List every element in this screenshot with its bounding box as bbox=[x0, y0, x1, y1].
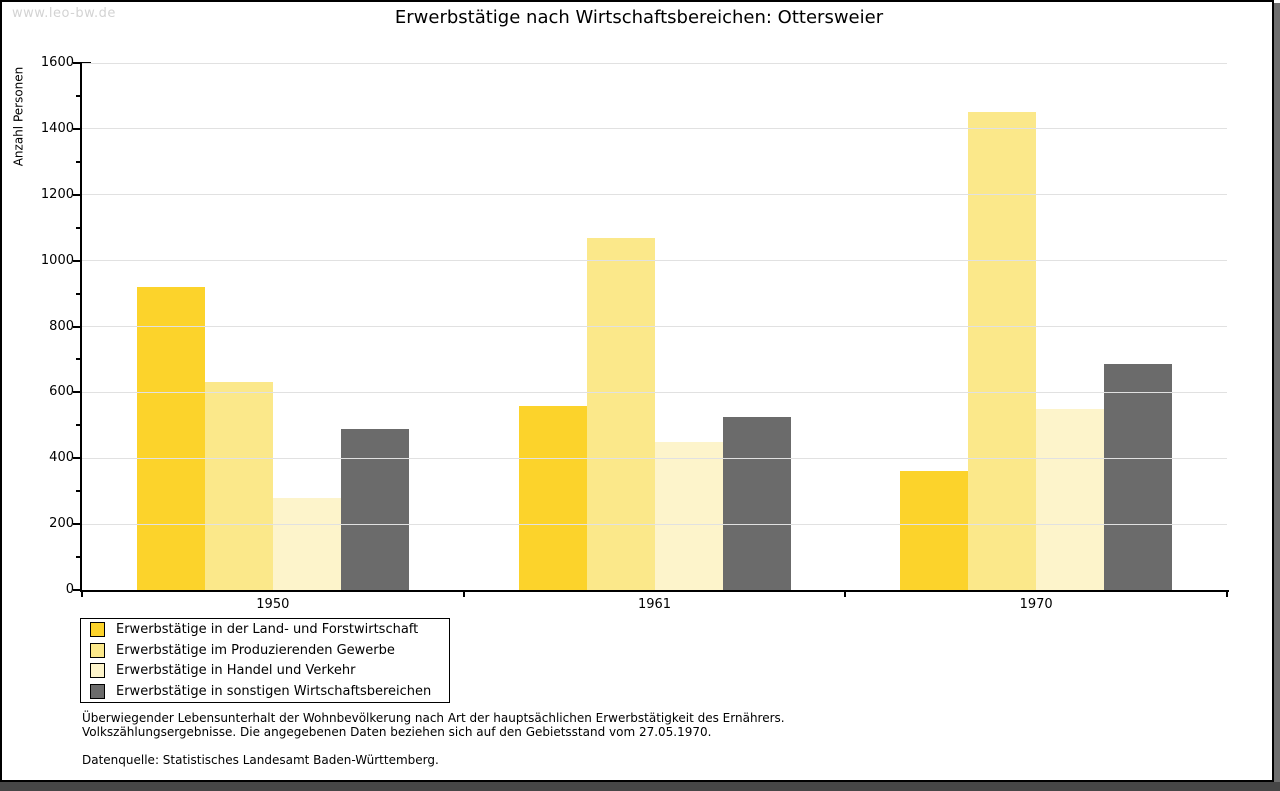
watermark: www.leo-bw.de bbox=[12, 6, 116, 21]
bar-1950-series-1 bbox=[136, 286, 205, 590]
y-major-tick bbox=[73, 391, 80, 394]
frame-shadow-right bbox=[1274, 3, 1280, 782]
y-tick-label: 1000 bbox=[40, 252, 74, 268]
bar-1961-series-2 bbox=[586, 237, 655, 590]
bar-1950-series-4 bbox=[340, 428, 409, 590]
legend-item: Erwerbstätige im Produzierenden Gewerbe bbox=[90, 641, 449, 660]
legend-swatch-sonstige-wirtschaftsbereiche bbox=[90, 683, 105, 699]
gridline bbox=[82, 62, 1227, 64]
bar-1961-series-4 bbox=[722, 417, 791, 590]
legend: Erwerbstätige in der Land- und Forstwirt… bbox=[80, 618, 450, 703]
x-category-label: 1970 bbox=[1019, 597, 1053, 612]
bar-1970-series-2 bbox=[968, 112, 1037, 590]
y-tick-label: 200 bbox=[49, 516, 74, 532]
y-minor-tick bbox=[76, 94, 80, 97]
x-category-label: 1961 bbox=[637, 597, 672, 612]
y-tick-label: 1600 bbox=[40, 55, 74, 70]
bar-1950-series-2 bbox=[204, 382, 273, 590]
gridline bbox=[82, 260, 1227, 262]
y-tick-label: 0 bbox=[65, 582, 74, 597]
legend-label: Erwerbstätige im Produzierenden Gewerbe bbox=[116, 642, 395, 658]
y-tick-label: 1200 bbox=[40, 186, 74, 202]
frame-shadow-bottom bbox=[0, 782, 1280, 791]
legend-label: Erwerbstätige in sonstigen Wirtschaftsbe… bbox=[116, 683, 432, 699]
y-major-tick bbox=[73, 193, 80, 196]
y-minor-tick bbox=[76, 160, 80, 163]
legend-label: Erwerbstätige in Handel und Verkehr bbox=[116, 663, 356, 679]
bar-1970-series-1 bbox=[900, 471, 969, 590]
y-major-tick bbox=[73, 127, 80, 130]
legend-item: Erwerbstätige in sonstigen Wirtschaftsbe… bbox=[90, 682, 449, 701]
y-major-tick bbox=[73, 325, 80, 328]
y-tick-label: 800 bbox=[49, 318, 74, 334]
y-tick-label: 400 bbox=[49, 450, 74, 466]
gridline bbox=[82, 391, 1227, 393]
y-major-tick bbox=[73, 457, 80, 460]
y-minor-tick bbox=[76, 424, 80, 427]
x-boundary-tick bbox=[462, 592, 465, 597]
gridline bbox=[82, 128, 1227, 130]
x-boundary-tick bbox=[844, 592, 847, 597]
bar-1970-series-3 bbox=[1036, 408, 1105, 590]
x-axis-line bbox=[80, 590, 1229, 592]
data-source-note: Datenquelle: Statistisches Landesamt Bad… bbox=[82, 753, 439, 767]
bar-1961-series-1 bbox=[518, 405, 587, 590]
y-minor-tick bbox=[76, 358, 80, 361]
y-major-tick bbox=[73, 589, 80, 591]
x-category-label: 1950 bbox=[256, 597, 290, 612]
legend-item: Erwerbstätige in der Land- und Forstwirt… bbox=[90, 620, 449, 639]
y-minor-tick bbox=[76, 226, 80, 229]
y-major-tick bbox=[73, 523, 80, 526]
gridline bbox=[82, 326, 1227, 327]
x-boundary-tick bbox=[81, 592, 83, 597]
y-tick-label: 600 bbox=[49, 384, 74, 400]
gridline bbox=[82, 457, 1227, 459]
legend-label: Erwerbstätige in der Land- und Forstwirt… bbox=[116, 622, 419, 638]
footnote-line-1: Überwiegender Lebensunterhalt der Wohnbe… bbox=[82, 711, 785, 725]
bar-1950-series-3 bbox=[272, 497, 341, 590]
y-major-tick bbox=[73, 259, 80, 262]
chart-title: Erwerbstätige nach Wirtschaftsbereichen:… bbox=[394, 7, 884, 28]
footnote-line-2: Volkszählungsergebnisse. Die angegebenen… bbox=[82, 724, 712, 739]
bar-1961-series-3 bbox=[654, 441, 723, 590]
gridline bbox=[82, 194, 1227, 196]
legend-swatch-produzierendes-gewerbe bbox=[90, 642, 105, 658]
y-tick-label: 1400 bbox=[40, 120, 74, 136]
y-minor-tick bbox=[76, 292, 80, 295]
x-boundary-tick bbox=[1226, 592, 1228, 597]
legend-swatch-land-forstwirtschaft bbox=[90, 622, 105, 638]
y-major-tick bbox=[73, 62, 80, 64]
gridline bbox=[82, 523, 1227, 525]
y-axis-line bbox=[80, 63, 82, 592]
bar-1970-series-4 bbox=[1104, 364, 1173, 590]
y-minor-tick bbox=[76, 490, 80, 493]
y-minor-tick bbox=[76, 556, 80, 559]
legend-item: Erwerbstätige in Handel und Verkehr bbox=[90, 661, 449, 680]
legend-swatch-handel-verkehr bbox=[90, 663, 105, 679]
